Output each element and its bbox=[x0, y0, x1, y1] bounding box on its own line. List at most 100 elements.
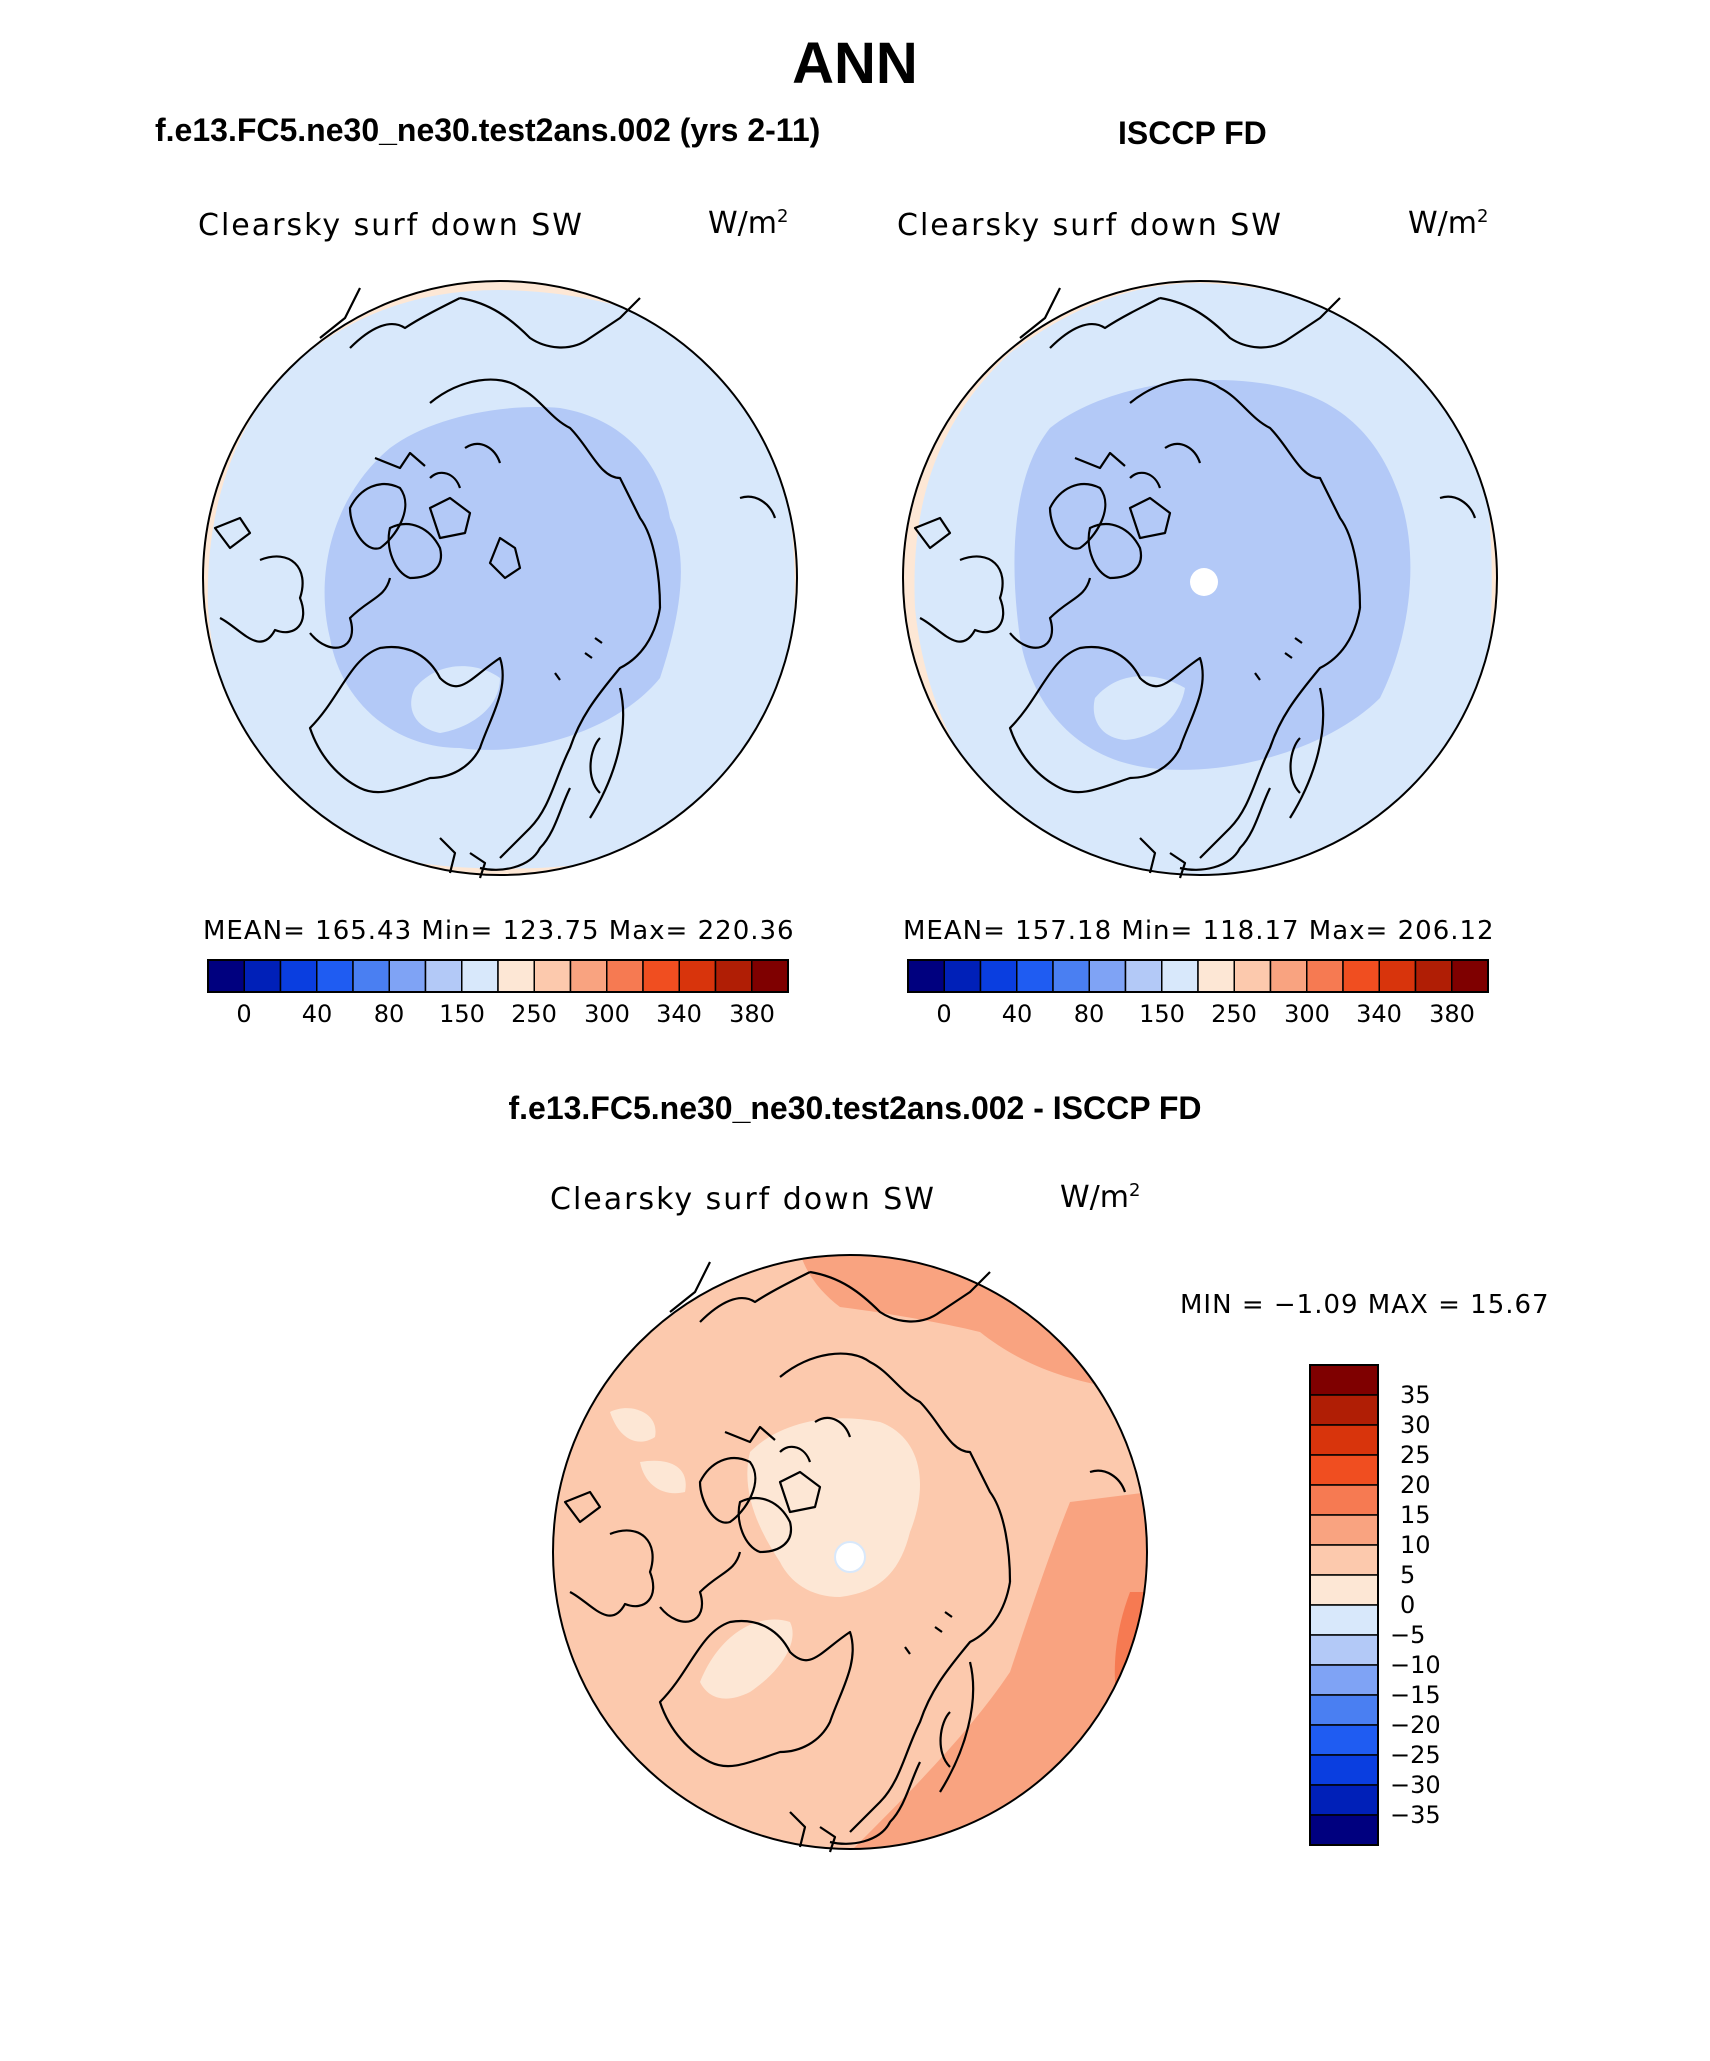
colorbar-box bbox=[1124, 959, 1163, 993]
colorbar-box bbox=[943, 959, 982, 993]
panel-2-tick: 250 bbox=[1211, 1000, 1257, 1028]
diff-field-peach-center bbox=[747, 1418, 920, 1597]
panel-1-tick: 40 bbox=[301, 1000, 333, 1028]
colorbar-box bbox=[751, 959, 789, 993]
colorbar-box bbox=[678, 959, 717, 993]
colorbar-box bbox=[1306, 959, 1344, 993]
panel-1-tick: 300 bbox=[584, 1000, 630, 1028]
panel-1-colorbar-boxes bbox=[207, 959, 789, 993]
panel-2-tick: 340 bbox=[1356, 1000, 1402, 1028]
diff-colorbar bbox=[1309, 1364, 1379, 1846]
colorbar-box bbox=[1016, 959, 1054, 993]
colorbar-box bbox=[533, 959, 572, 993]
panel-1-tick: 380 bbox=[729, 1000, 775, 1028]
panel-1-colorbar bbox=[207, 959, 789, 993]
colorbar-box bbox=[1309, 1754, 1379, 1786]
colorbar-box bbox=[1309, 1724, 1379, 1756]
panel-2-case-title: ISCCP FD bbox=[1118, 115, 1267, 151]
diff-field-peach-left bbox=[610, 1408, 686, 1494]
panel-1-tick: 80 bbox=[373, 1000, 405, 1028]
colorbar-box bbox=[1088, 959, 1127, 993]
panel-1-tick: 150 bbox=[439, 1000, 485, 1028]
panel-2-colorbar bbox=[907, 959, 1489, 993]
colorbar-box bbox=[388, 959, 427, 993]
panel-1-tick: 250 bbox=[511, 1000, 557, 1028]
colorbar-box bbox=[243, 959, 282, 993]
colorbar-box bbox=[1052, 959, 1090, 993]
colorbar-box bbox=[1309, 1784, 1379, 1816]
colorbar-box bbox=[1309, 1664, 1379, 1696]
colorbar-box bbox=[1309, 1424, 1379, 1456]
panel-1-field-lightblue-notch bbox=[411, 666, 500, 733]
diff-tick: −20 bbox=[1390, 1711, 1441, 1739]
colorbar-box bbox=[642, 959, 680, 993]
panel-1-stats: MEAN= 165.43 Min= 123.75 Max= 220.36 bbox=[203, 916, 795, 946]
colorbar-box bbox=[461, 959, 499, 993]
diff-tick: −5 bbox=[1390, 1621, 1426, 1649]
colorbar-box bbox=[1309, 1634, 1379, 1666]
panel-1-field-midblue bbox=[324, 407, 681, 750]
panel-2-stats: MEAN= 157.18 Min= 118.17 Max= 206.12 bbox=[903, 916, 1495, 946]
diff-tick: −35 bbox=[1390, 1801, 1441, 1829]
colorbar-box bbox=[569, 959, 608, 993]
diff-missing-pole bbox=[834, 1541, 866, 1573]
colorbar-box bbox=[1269, 959, 1308, 993]
diff-coastlines bbox=[563, 1261, 1127, 1853]
colorbar-box bbox=[1342, 959, 1380, 993]
diff-tick: −30 bbox=[1390, 1771, 1441, 1799]
diff-colorbar-ticks: 35 30 25 20 15 10 5 0 −5 −10 −15 −20 −25… bbox=[1390, 1365, 1510, 1845]
panel-2-tick: 380 bbox=[1429, 1000, 1475, 1028]
panel-2-coastlines bbox=[913, 287, 1477, 879]
page-title: ANN bbox=[792, 31, 918, 96]
panel-2-field-lightblue-notch bbox=[1093, 676, 1185, 740]
colorbar-box bbox=[279, 959, 318, 993]
diff-tick: 5 bbox=[1400, 1561, 1416, 1589]
panel-2-variable-label: Clearsky surf down SW bbox=[897, 208, 1283, 243]
diff-tick: 20 bbox=[1400, 1471, 1431, 1499]
colorbar-box bbox=[979, 959, 1018, 993]
diff-tick: 15 bbox=[1400, 1501, 1431, 1529]
colorbar-box bbox=[1451, 959, 1489, 993]
panel-2-polar-map bbox=[902, 280, 1498, 879]
diff-polar-map bbox=[552, 1254, 1148, 1853]
diff-tick: 10 bbox=[1400, 1531, 1431, 1559]
panel-1-tick: 0 bbox=[236, 1000, 252, 1028]
colorbar-box bbox=[1197, 959, 1235, 993]
panel-1-coastlines bbox=[213, 287, 777, 879]
diff-variable-label: Clearsky surf down SW bbox=[550, 1182, 936, 1217]
colorbar-box bbox=[907, 959, 945, 993]
panel-2-tick: 150 bbox=[1139, 1000, 1185, 1028]
diff-units: W/m2 bbox=[1060, 1180, 1141, 1215]
colorbar-box bbox=[1309, 1814, 1379, 1846]
colorbar-box bbox=[606, 959, 644, 993]
panel-2-units: W/m2 bbox=[1408, 206, 1489, 241]
colorbar-box bbox=[714, 959, 753, 993]
diff-tick: 30 bbox=[1400, 1411, 1431, 1439]
colorbar-box bbox=[1309, 1484, 1379, 1516]
panel-1-variable-label: Clearsky surf down SW bbox=[198, 208, 584, 243]
colorbar-box bbox=[1309, 1454, 1379, 1486]
diff-tick: −10 bbox=[1390, 1651, 1441, 1679]
panel-1-case-title: f.e13.FC5.ne30_ne30.test2ans.002 (yrs 2-… bbox=[155, 112, 821, 148]
diff-field-peach-greenland bbox=[700, 1619, 793, 1699]
colorbar-box bbox=[352, 959, 390, 993]
diff-tick: 25 bbox=[1400, 1441, 1431, 1469]
panel-2-tick: 80 bbox=[1073, 1000, 1105, 1028]
panel-2-tick: 300 bbox=[1284, 1000, 1330, 1028]
colorbar-box bbox=[1309, 1574, 1379, 1606]
panel-2-missing-pole bbox=[1190, 568, 1218, 596]
panel-2-colorbar-boxes bbox=[907, 959, 1489, 993]
panel-2-tick: 0 bbox=[936, 1000, 952, 1028]
panel-1-colorbar-ticks: 0 40 80 150 250 300 340 380 bbox=[208, 1000, 788, 1032]
diff-tick: −15 bbox=[1390, 1681, 1441, 1709]
colorbar-box bbox=[1309, 1364, 1379, 1396]
colorbar-box bbox=[316, 959, 354, 993]
panel-2-tick: 40 bbox=[1001, 1000, 1033, 1028]
diff-tick: 0 bbox=[1400, 1591, 1416, 1619]
colorbar-box bbox=[207, 959, 245, 993]
colorbar-box bbox=[1414, 959, 1453, 993]
colorbar-box bbox=[1309, 1544, 1379, 1576]
colorbar-box bbox=[1309, 1394, 1379, 1426]
diff-case-title: f.e13.FC5.ne30_ne30.test2ans.002 - ISCCP… bbox=[508, 1090, 1202, 1126]
colorbar-box bbox=[1378, 959, 1417, 993]
